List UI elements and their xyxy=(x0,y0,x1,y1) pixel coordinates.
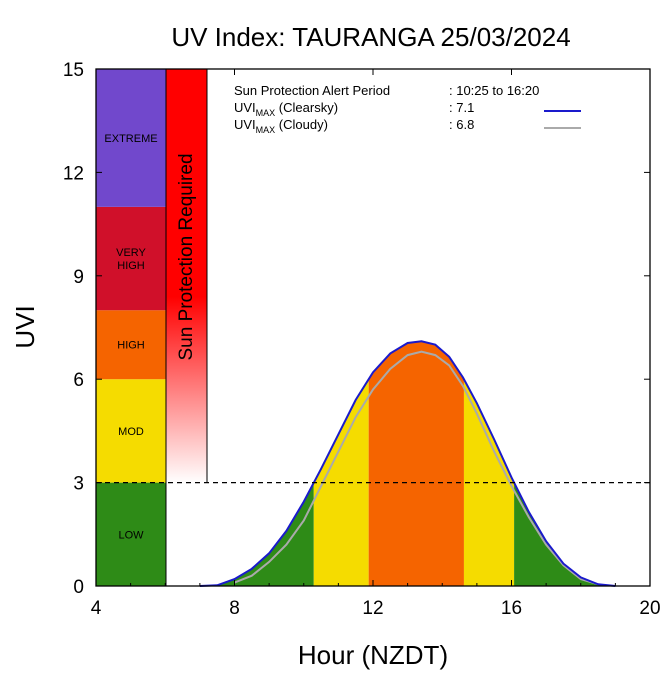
uvi-band-extreme xyxy=(96,69,166,207)
uvi-band-label-very-high: VERY xyxy=(116,247,146,259)
uvi-band-label-low: LOW xyxy=(118,529,144,541)
uvi-band-low xyxy=(96,482,166,586)
x-axis-label: Hour (NZDT) xyxy=(298,640,448,670)
legend-alert-label: Sun Protection Alert Period xyxy=(234,83,390,98)
uvi-band-mod xyxy=(96,379,166,483)
y-tick-label: 15 xyxy=(63,60,84,81)
legend-clearsky-value: : 7.1 xyxy=(449,100,474,115)
x-tick-label: 16 xyxy=(501,598,522,619)
y-tick-label: 3 xyxy=(73,474,84,495)
clearsky-fill-mod xyxy=(313,341,369,586)
clearsky-fill-high xyxy=(368,341,464,586)
chart-title: UV Index: TAURANGA 25/03/2024 xyxy=(171,22,570,52)
clearsky-fill-mod xyxy=(463,341,515,586)
y-tick-label: 6 xyxy=(73,370,84,391)
uvi-band-very-high xyxy=(96,206,166,311)
legend-clearsky-name: (Clearsky) xyxy=(275,100,338,115)
legend: Sun Protection Alert Period : 10:25 to 1… xyxy=(234,83,581,135)
x-tick-label: 20 xyxy=(639,598,660,619)
legend-max-subscript: MAX xyxy=(256,125,276,135)
y-tick-label: 12 xyxy=(63,163,84,184)
clearsky-fill-bands xyxy=(199,341,616,586)
x-tick-label: 4 xyxy=(91,598,102,619)
uvi-band-label-extreme: EXTREME xyxy=(104,133,157,145)
legend-cloudy-name: (Cloudy) xyxy=(275,117,328,132)
legend-cloudy-value: : 6.8 xyxy=(449,117,474,132)
uvi-band-label-very-high: HIGH xyxy=(117,260,145,272)
series-line-cloudy xyxy=(234,350,599,586)
clearsky-fill-low xyxy=(514,341,616,586)
sun-protection-label: Sun Protection Required xyxy=(176,153,197,360)
legend-max-subscript: MAX xyxy=(256,108,276,118)
legend-uvi-text: UVI xyxy=(234,117,256,132)
legend-alert-value: : 10:25 to 16:20 xyxy=(449,83,539,98)
axis-ticks: 4 8 12 16 20 0 3 6 9 12 15 xyxy=(63,60,661,619)
uvi-band-label-mod: MOD xyxy=(118,426,144,438)
sun-protection-bar xyxy=(166,69,207,483)
uvi-band-high xyxy=(96,310,166,380)
y-tick-label: 0 xyxy=(73,577,84,598)
y-tick-label: 9 xyxy=(73,267,84,288)
x-tick-label: 8 xyxy=(229,598,240,619)
series-line-clearsky xyxy=(199,340,616,587)
clearsky-fill-low xyxy=(199,341,314,586)
y-axis-label: UVI xyxy=(10,305,40,348)
legend-cloudy-label: UVIMAX (Cloudy) xyxy=(234,117,328,135)
legend-uvi-text: UVI xyxy=(234,100,256,115)
x-tick-label: 12 xyxy=(362,598,383,619)
uvi-band-label-high: HIGH xyxy=(117,340,145,352)
legend-clearsky-label: UVIMAX (Clearsky) xyxy=(234,100,338,118)
